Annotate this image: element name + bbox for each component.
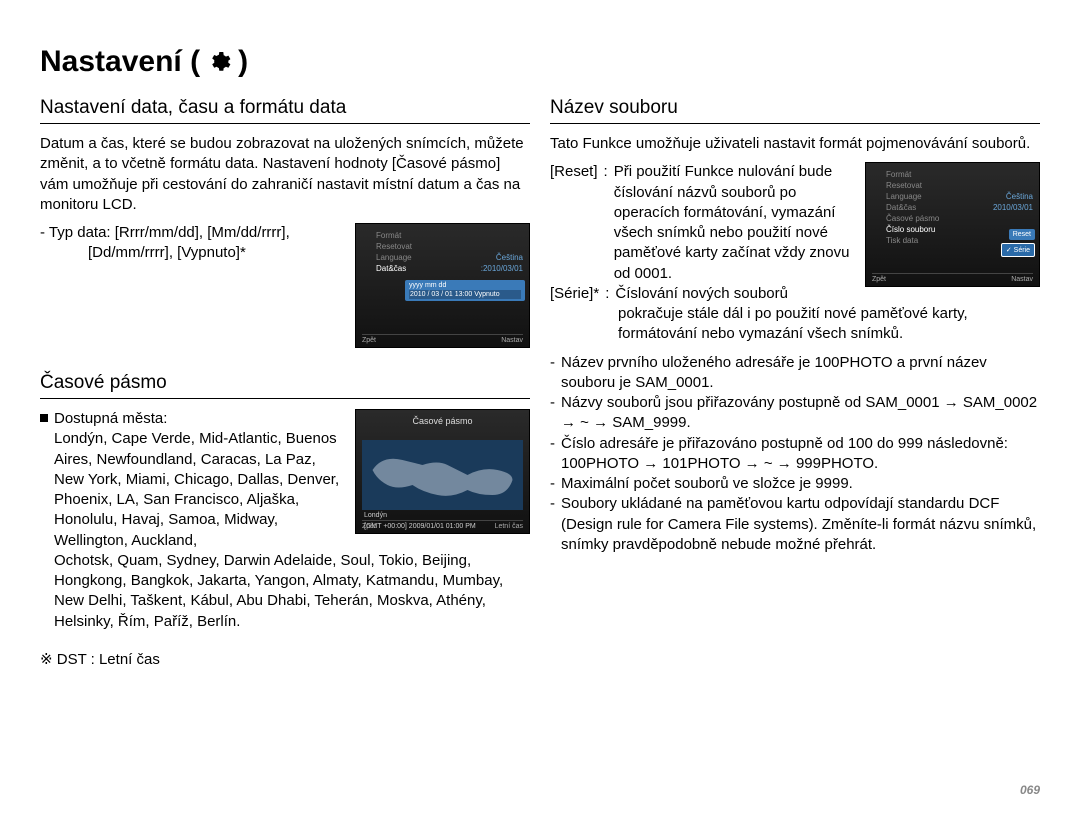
dst-note: ※ DST : Letní čas — [40, 650, 530, 670]
page-number: 069 — [1020, 783, 1040, 797]
cities-list-part1: Londýn, Cape Verde, Mid-Atlantic, Buenos… — [40, 429, 343, 551]
serie-row: [Série]* : Číslování nových souborů — [550, 284, 855, 304]
reset-row: [Reset] : Při použití Funkce nulování bu… — [550, 162, 855, 284]
bullet-row: -Název prvního uloženého adresáře je 100… — [550, 353, 1040, 394]
serie-desc2: pokračuje stále dál i po použití nové pa… — [550, 304, 1040, 345]
lcd-item: Dat&čas:2010/03/01 — [362, 263, 523, 274]
lcd-item: Formát — [872, 169, 1033, 180]
square-bullet-icon — [40, 414, 48, 422]
heading-filename: Název souboru — [550, 97, 1040, 124]
bullet-row: -Číslo adresáře je přiřazováno postupně … — [550, 434, 1040, 475]
lcd-item: LanguageČeština — [362, 252, 523, 263]
left-column: Nastavení data, času a formátu data Datu… — [40, 97, 530, 678]
reset-label: [Reset] — [550, 162, 604, 284]
cities-list-part2: Ochotsk, Quam, Sydney, Darwin Adelaide, … — [40, 551, 530, 632]
lcd-screenshot-filename: Formát Resetovat LanguageČeština Dat&čas… — [865, 162, 1040, 287]
cities-block: Dostupná města: Londýn, Cape Verde, Mid-… — [40, 409, 343, 551]
intro-filename: Tato Funkce umožňuje uživateli nastavit … — [550, 134, 1040, 154]
lcd-popup: Reset — [1009, 229, 1035, 240]
lcd-bottom: Zpět Nastav — [362, 334, 523, 344]
lcd-tz-title: Časové pásmo — [362, 416, 523, 426]
colon: : — [604, 162, 614, 284]
heading-timezone: Časové pásmo — [40, 372, 530, 399]
serie-desc1: Číslování nových souborů — [615, 284, 855, 304]
cities-label: Dostupná města: — [54, 410, 167, 427]
lcd-item: Dat&čas2010/03/01 — [872, 202, 1033, 213]
type-line1: - Typ data: [Rrrr/mm/dd], [Mm/dd/rrrr], — [40, 223, 343, 243]
type-line2: [Dd/mm/rrrr], [Vypnuto]* — [40, 243, 343, 263]
bullet-row: -Maximální počet souborů ve složce je 99… — [550, 474, 1040, 494]
lcd-item: Resetovat — [872, 180, 1033, 191]
page-title: Nastavení ( ) — [40, 45, 1040, 79]
lcd-screenshot-datetime: Formát Resetovat LanguageČeština Dat&čas… — [355, 223, 530, 348]
title-prefix: Nastavení ( — [40, 45, 200, 79]
lcd-bottom: Zpět Letní čas — [362, 520, 523, 530]
lcd-popup: ✓ Série — [1001, 243, 1035, 257]
bullet-row: -Soubory ukládané na paměťovou kartu odp… — [550, 494, 1040, 555]
gear-icon — [206, 49, 232, 75]
serie-label: [Série]* — [550, 284, 605, 304]
lcd-item: Formát — [362, 230, 523, 241]
lcd-screenshot-timezone: Časové pásmo Londýn [GMT +00:00] 2009/01… — [355, 409, 530, 534]
intro-date-time: Datum a čas, které se budou zobrazovat n… — [40, 134, 530, 215]
lcd-item: Časové pásmo — [872, 213, 1033, 224]
bullet-row: -Názvy souborů jsou přiřazovány postupně… — [550, 393, 1040, 434]
date-type-text: - Typ data: [Rrrr/mm/dd], [Mm/dd/rrrr], … — [40, 223, 343, 264]
world-map-icon — [362, 440, 523, 510]
heading-date-time: Nastavení data, času a formátu data — [40, 97, 530, 124]
lcd-popup: yyyy mm dd 2010 / 03 / 01 13:00 Vypnuto — [405, 280, 525, 301]
lcd-bottom: Zpět Nastav — [872, 273, 1033, 283]
reset-desc: Při použití Funkce nulování bude číslová… — [614, 162, 855, 284]
lcd-item: LanguageČeština — [872, 191, 1033, 202]
title-suffix: ) — [238, 45, 248, 79]
colon: : — [605, 284, 615, 304]
lcd-item: Resetovat — [362, 241, 523, 252]
right-column: Název souboru Tato Funkce umožňuje uživa… — [550, 97, 1040, 678]
